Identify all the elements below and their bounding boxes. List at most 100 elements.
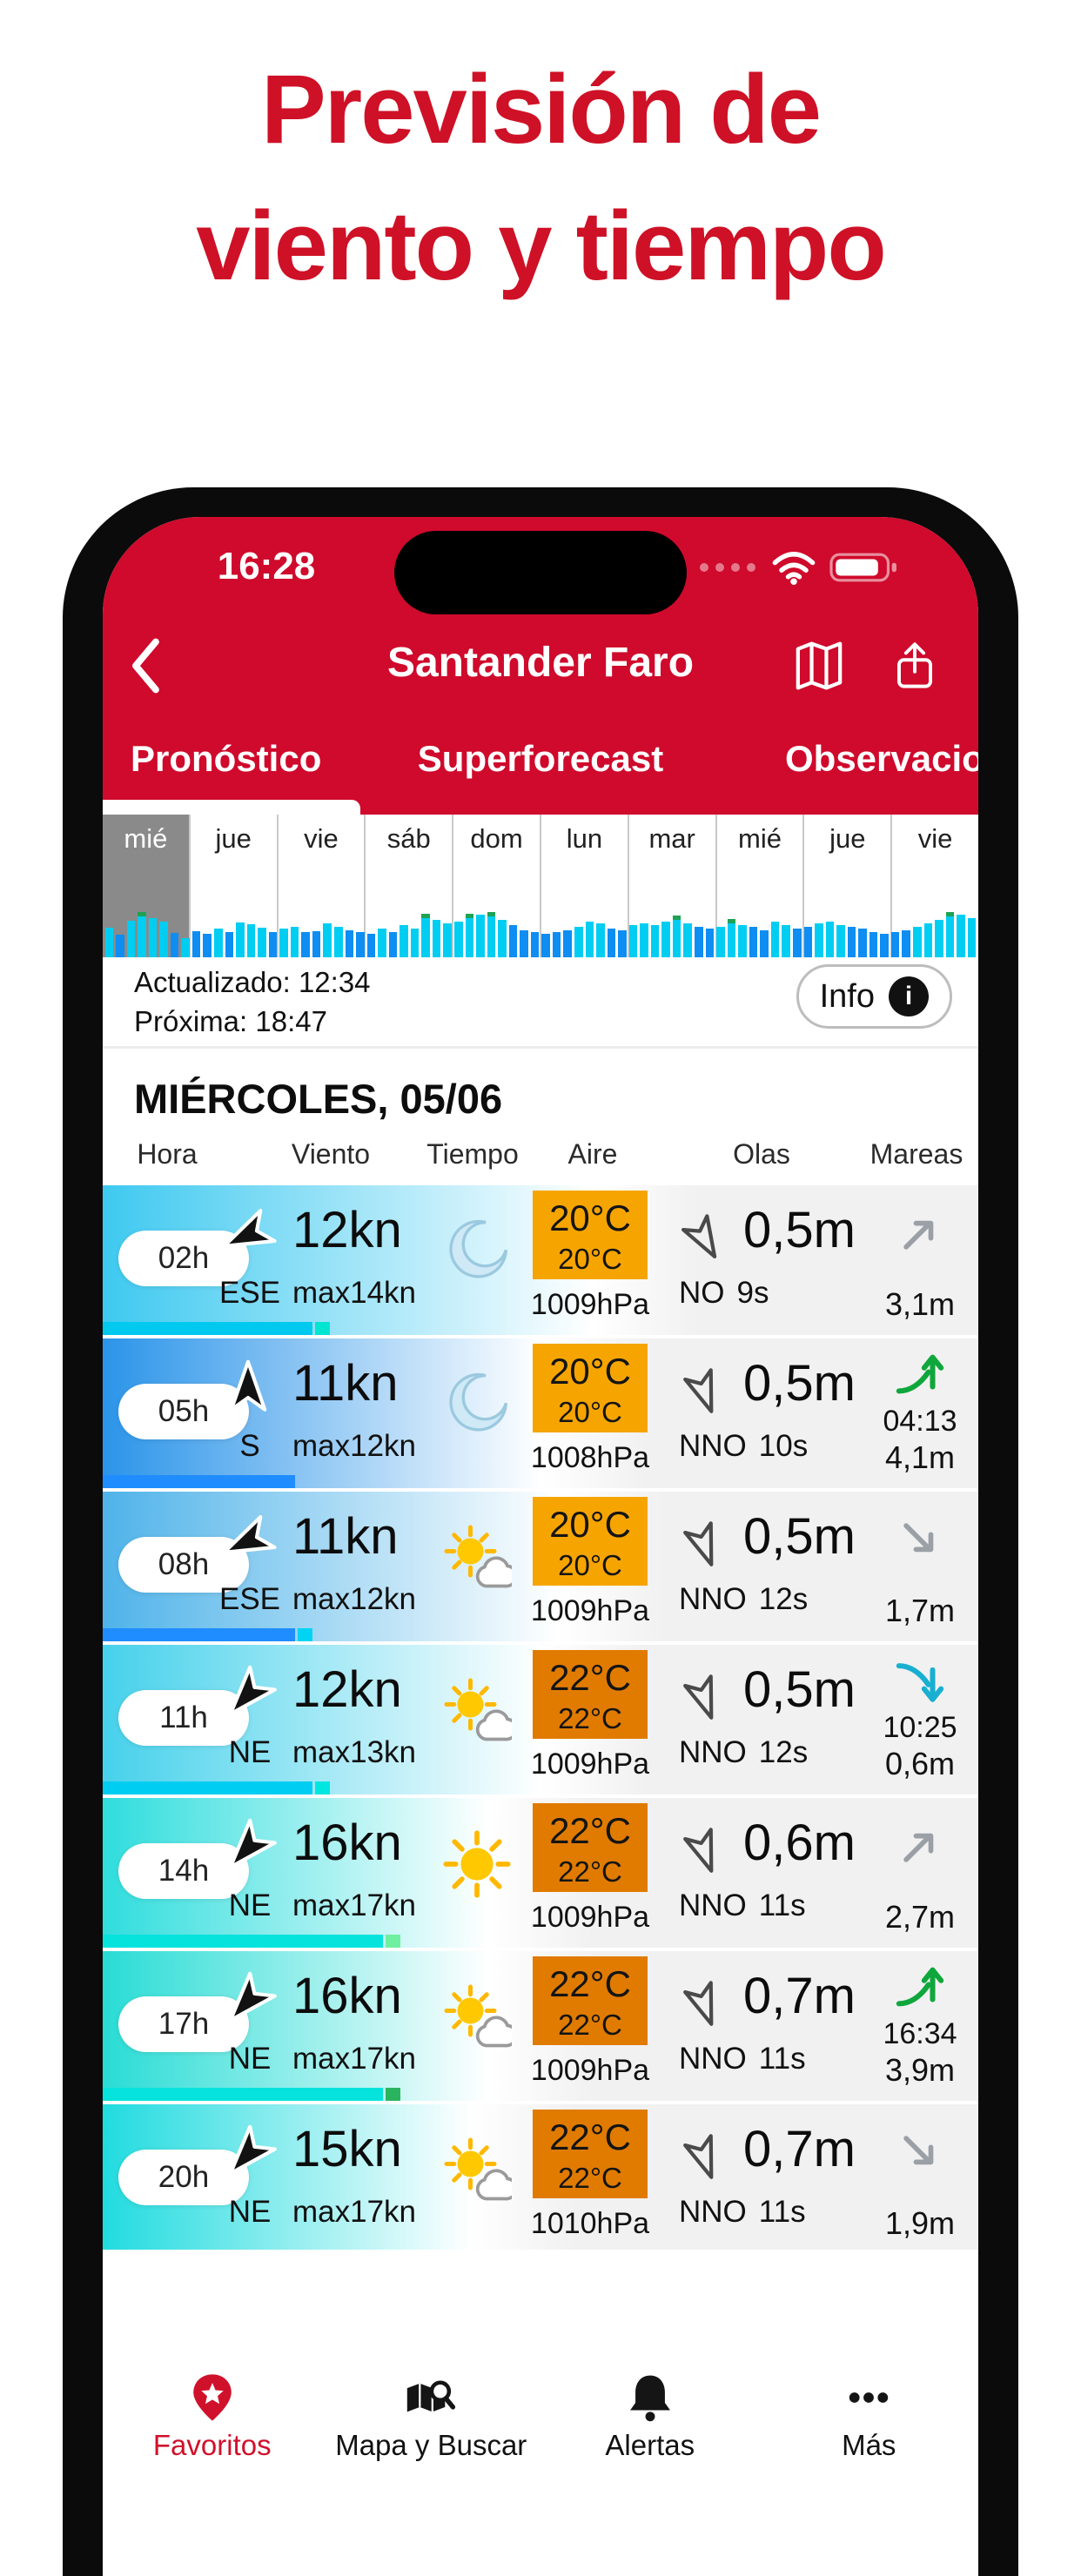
share-button[interactable] — [890, 639, 940, 693]
status-bar: 16:28 — [103, 517, 978, 614]
air-temp: 20°C — [549, 1351, 631, 1392]
wind-direction-arrow — [207, 2113, 288, 2194]
wind-bar — [104, 928, 114, 957]
wind-direction-arrow — [210, 1197, 286, 1273]
wave-direction-label: NNO — [679, 1735, 747, 1769]
tab-pronostico[interactable]: Pronóstico — [131, 738, 322, 779]
water-temp: 20°C — [558, 1549, 622, 1581]
wind-bar — [290, 927, 299, 957]
tab-observaciones[interactable]: Observaciones — [785, 738, 978, 779]
forecast-row[interactable]: 20h 15kn NE max17kn 22°C 22°C 1010hPa 0,… — [103, 2104, 978, 2254]
tab-superforecast[interactable]: Superforecast — [417, 738, 664, 779]
temperature-box: 22°C 22°C — [533, 1650, 648, 1739]
moon-icon — [442, 1217, 512, 1286]
wind-bar — [312, 931, 321, 957]
wind-bar — [935, 920, 943, 957]
info-button[interactable]: Info i — [796, 964, 952, 1029]
wave-direction-label: NNO — [679, 1888, 747, 1922]
wind-direction-label: ESE — [218, 1582, 281, 1616]
wind-bar — [301, 932, 310, 957]
wave-details: NNO 12s — [679, 1582, 820, 1617]
wind-bar — [782, 925, 790, 957]
updated-at: Actualizado: 12:34 — [134, 966, 371, 998]
ellipsis-icon — [849, 2392, 889, 2403]
wind-bar — [454, 922, 463, 957]
page-title: Previsión de viento y tiempo — [0, 42, 1081, 315]
column-headers: Hora Viento Tiempo Aire Olas Mareas — [103, 1133, 978, 1185]
day-tab-mié[interactable]: mié — [717, 815, 805, 957]
cellular-dots-icon — [700, 563, 755, 572]
wave-details: NO 9s — [679, 1276, 781, 1311]
day-tab-vie[interactable]: vie — [279, 815, 366, 957]
day-strip[interactable]: mié jue vie sáb dom lun mar mié jue vie — [103, 815, 978, 957]
wind-direction-arrow — [207, 1807, 288, 1888]
wind-bar — [421, 914, 430, 957]
day-tab-dom[interactable]: dom — [453, 815, 541, 957]
col-hora: Hora — [137, 1138, 198, 1170]
tab-mas[interactable]: Más — [760, 2250, 979, 2576]
wind-speed: 16kn — [292, 1815, 402, 1871]
tide-height: 4,1m — [884, 1439, 956, 1475]
wind-bar — [498, 920, 507, 957]
wave-period: 11s — [758, 2195, 806, 2229]
wind-bar — [203, 934, 212, 957]
water-temp: 22°C — [558, 1702, 622, 1734]
tab-favoritos[interactable]: Favoritos — [103, 2250, 322, 2576]
temperature-box: 20°C 20°C — [533, 1497, 648, 1586]
wind-bar — [792, 929, 802, 957]
wind-bar — [716, 927, 725, 957]
day-tab-jue[interactable]: jue — [804, 815, 893, 957]
col-mareas: Mareas — [870, 1138, 964, 1170]
day-tab-sáb[interactable]: sáb — [366, 815, 454, 957]
air-pressure: 1009hPa — [530, 2054, 650, 2087]
wind-gust: max17kn — [292, 2042, 417, 2076]
air-pressure: 1009hPa — [530, 1901, 650, 1934]
wind-speed: 11kn — [292, 1355, 399, 1412]
temperature-box: 22°C 22°C — [533, 2110, 648, 2198]
day-tab-mar[interactable]: mar — [629, 815, 717, 957]
wind-speed-bar — [103, 1628, 978, 1641]
back-button[interactable] — [129, 637, 164, 694]
wave-period: 12s — [758, 1735, 809, 1769]
wind-bar — [476, 915, 485, 957]
wave-details: NNO 11s — [679, 1888, 818, 1923]
tide-cell: 1,9m — [867, 2104, 973, 2254]
tab-alertas[interactable]: Alertas — [540, 2250, 760, 2576]
forecast-row[interactable]: 17h 16kn NE max17kn 22°C 22°C 1009hPa 0,… — [103, 1951, 978, 2101]
wind-speed: 15kn — [292, 2121, 402, 2177]
forecast-row[interactable]: 05h 11kn S max12kn 20°C 20°C 1008hPa 0,5… — [103, 1338, 978, 1488]
wind-speed: 16kn — [292, 1968, 402, 2024]
wind-speed-bar — [103, 1475, 978, 1488]
wind-direction-arrow — [210, 1503, 286, 1580]
info-button-label: Info — [819, 977, 875, 1015]
day-tab-vie[interactable]: vie — [917, 823, 953, 854]
wind-bar — [945, 912, 955, 957]
air-pressure: 1009hPa — [530, 1748, 650, 1781]
tab-strip: Pronóstico Superforecast Observaciones — [103, 722, 978, 815]
forecast-row[interactable]: 08h 11kn ESE max12kn 20°C 20°C 1009hPa 0… — [103, 1492, 978, 1641]
wind-bar — [957, 915, 965, 957]
map-icon — [796, 641, 843, 690]
wave-period: 10s — [758, 1429, 809, 1463]
wave-details: NNO 11s — [679, 2195, 818, 2230]
wind-gust: max13kn — [292, 1735, 417, 1769]
day-tab-lun[interactable]: lun — [541, 815, 629, 957]
moon-icon — [442, 1370, 512, 1439]
wind-bar — [148, 918, 158, 957]
forecast-row[interactable]: 02h 12kn ESE max14kn 20°C 20°C 1009hPa 0… — [103, 1185, 978, 1335]
app-screen: 16:28 Santander Faro — [103, 517, 978, 2576]
wind-bar — [213, 929, 223, 957]
forecast-row[interactable]: 14h 16kn NE max17kn 22°C 22°C 1009hPa 0,… — [103, 1798, 978, 1948]
tide-height: 1,9m — [884, 2205, 956, 2241]
page-title-line1: Previsión de — [260, 55, 822, 164]
map-button[interactable] — [794, 639, 844, 693]
day-tab-jue[interactable]: jue — [191, 815, 279, 957]
tide-height: 0,6m — [884, 1746, 956, 1781]
wind-bar — [465, 914, 474, 957]
wind-bar — [967, 918, 977, 957]
forecast-row[interactable]: 11h 12kn NE max13kn 22°C 22°C 1009hPa 0,… — [103, 1645, 978, 1794]
air-temp: 20°C — [549, 1504, 631, 1545]
tab-mapa-y-buscar[interactable]: Mapa y Buscar — [322, 2250, 541, 2576]
tide-height: 1,7m — [884, 1593, 956, 1628]
info-circle-icon: i — [889, 976, 929, 1016]
